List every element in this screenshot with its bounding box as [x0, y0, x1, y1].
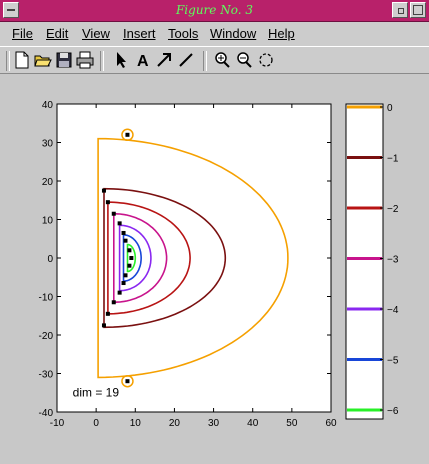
contour-line [118, 224, 152, 292]
source-marker [127, 263, 132, 268]
menu-tools[interactable]: Tools [168, 26, 199, 41]
zoom-in-icon[interactable] [213, 51, 231, 69]
x-tick-label: 60 [325, 418, 337, 429]
new-file-icon[interactable] [13, 51, 31, 69]
source-marker [125, 132, 130, 137]
source-marker [123, 238, 128, 243]
colorbar-label: −4 [387, 305, 399, 316]
source-marker [105, 311, 110, 316]
source-marker [121, 281, 126, 286]
insert-line-icon[interactable] [177, 51, 195, 69]
source-marker [111, 211, 116, 216]
source-marker [121, 230, 126, 235]
source-marker [125, 379, 130, 384]
minimize-icon [398, 8, 404, 14]
arrow-pointer-icon[interactable] [112, 51, 130, 69]
contour-line [107, 201, 191, 315]
contour-plot[interactable]: -10 0 10 20 30 40 50 60 -40 -30 -20 -10 0 10 20 30 40 dim… [0, 74, 429, 464]
menu-view[interactable]: View [82, 26, 110, 41]
source-marker [123, 273, 128, 278]
x-tick-label: 50 [286, 418, 298, 429]
window-menu-icon [7, 9, 15, 11]
source-ring [121, 374, 134, 388]
menu-insert[interactable]: Insert [123, 26, 156, 41]
window-title: Figure No. 3 [175, 3, 253, 17]
source-marker [117, 221, 122, 226]
contour-line [103, 187, 227, 329]
source-marker [111, 300, 116, 305]
source-marker [101, 188, 106, 193]
contour-line [113, 212, 168, 304]
maximize-button[interactable] [410, 2, 426, 18]
contour-line [122, 234, 143, 282]
toolbar-separator [6, 51, 10, 71]
menu-help[interactable]: Help [268, 26, 295, 41]
menu-edit[interactable]: Edit [46, 26, 69, 41]
colorbar-label: −2 [387, 204, 399, 215]
insert-arrow-icon[interactable] [155, 51, 173, 69]
colorbar-label: −3 [387, 255, 399, 266]
source-ring [121, 128, 134, 142]
menu-window[interactable]: Window [210, 26, 257, 41]
colorbar-label: −5 [387, 356, 399, 367]
minimize-button[interactable] [392, 2, 408, 18]
y-tick-label: 10 [42, 216, 54, 227]
source-marker [117, 290, 122, 295]
toolbar-separator [100, 51, 104, 71]
source-marker [105, 200, 110, 205]
colorbar-label: −6 [387, 406, 399, 417]
x-tick-label: 20 [169, 418, 181, 429]
print-icon[interactable] [76, 51, 94, 69]
colorbar [345, 103, 384, 420]
menu-bar: File Edit View Insert Tools Window Help [0, 22, 429, 45]
contour-line [126, 243, 137, 273]
insert-text-icon[interactable]: A [134, 51, 152, 69]
x-tick-label: -10 [50, 418, 65, 429]
open-folder-icon[interactable] [34, 51, 52, 69]
contour-line [97, 137, 289, 379]
maximize-icon [413, 5, 423, 15]
y-tick-label: -10 [39, 293, 54, 304]
colorbar-label: 0 [387, 103, 393, 114]
menu-file[interactable]: File [12, 26, 33, 41]
y-tick-label: -40 [39, 408, 54, 419]
figure-canvas: -10 0 10 20 30 40 50 60 -40 -30 -20 -10 0 10 20 30 40 dim… [0, 74, 429, 464]
x-tick-label: 40 [247, 418, 259, 429]
x-tick-label: 10 [130, 418, 142, 429]
window-menu-button[interactable] [3, 2, 19, 18]
y-tick-label: -20 [39, 331, 54, 342]
title-bar: Figure No. 3 [0, 0, 429, 22]
rotate-icon[interactable] [257, 51, 275, 69]
colorbar-label: −1 [387, 154, 399, 165]
toolbar: A [0, 46, 429, 74]
y-tick-label: 30 [42, 139, 54, 150]
y-tick-label: 40 [42, 100, 54, 111]
dim-annotation: dim = 19 [73, 386, 120, 400]
source-marker [129, 256, 134, 260]
source-marker [127, 248, 132, 253]
y-tick-label: 0 [47, 254, 53, 265]
y-tick-label: -30 [39, 370, 54, 381]
x-tick-label: 0 [93, 418, 99, 429]
y-tick-label: 20 [42, 177, 54, 188]
toolbar-separator [203, 51, 207, 71]
svg-text:A: A [137, 53, 149, 69]
save-icon[interactable] [55, 51, 73, 69]
x-tick-label: 30 [208, 418, 220, 429]
source-marker [101, 323, 106, 328]
zoom-out-icon[interactable] [235, 51, 253, 69]
